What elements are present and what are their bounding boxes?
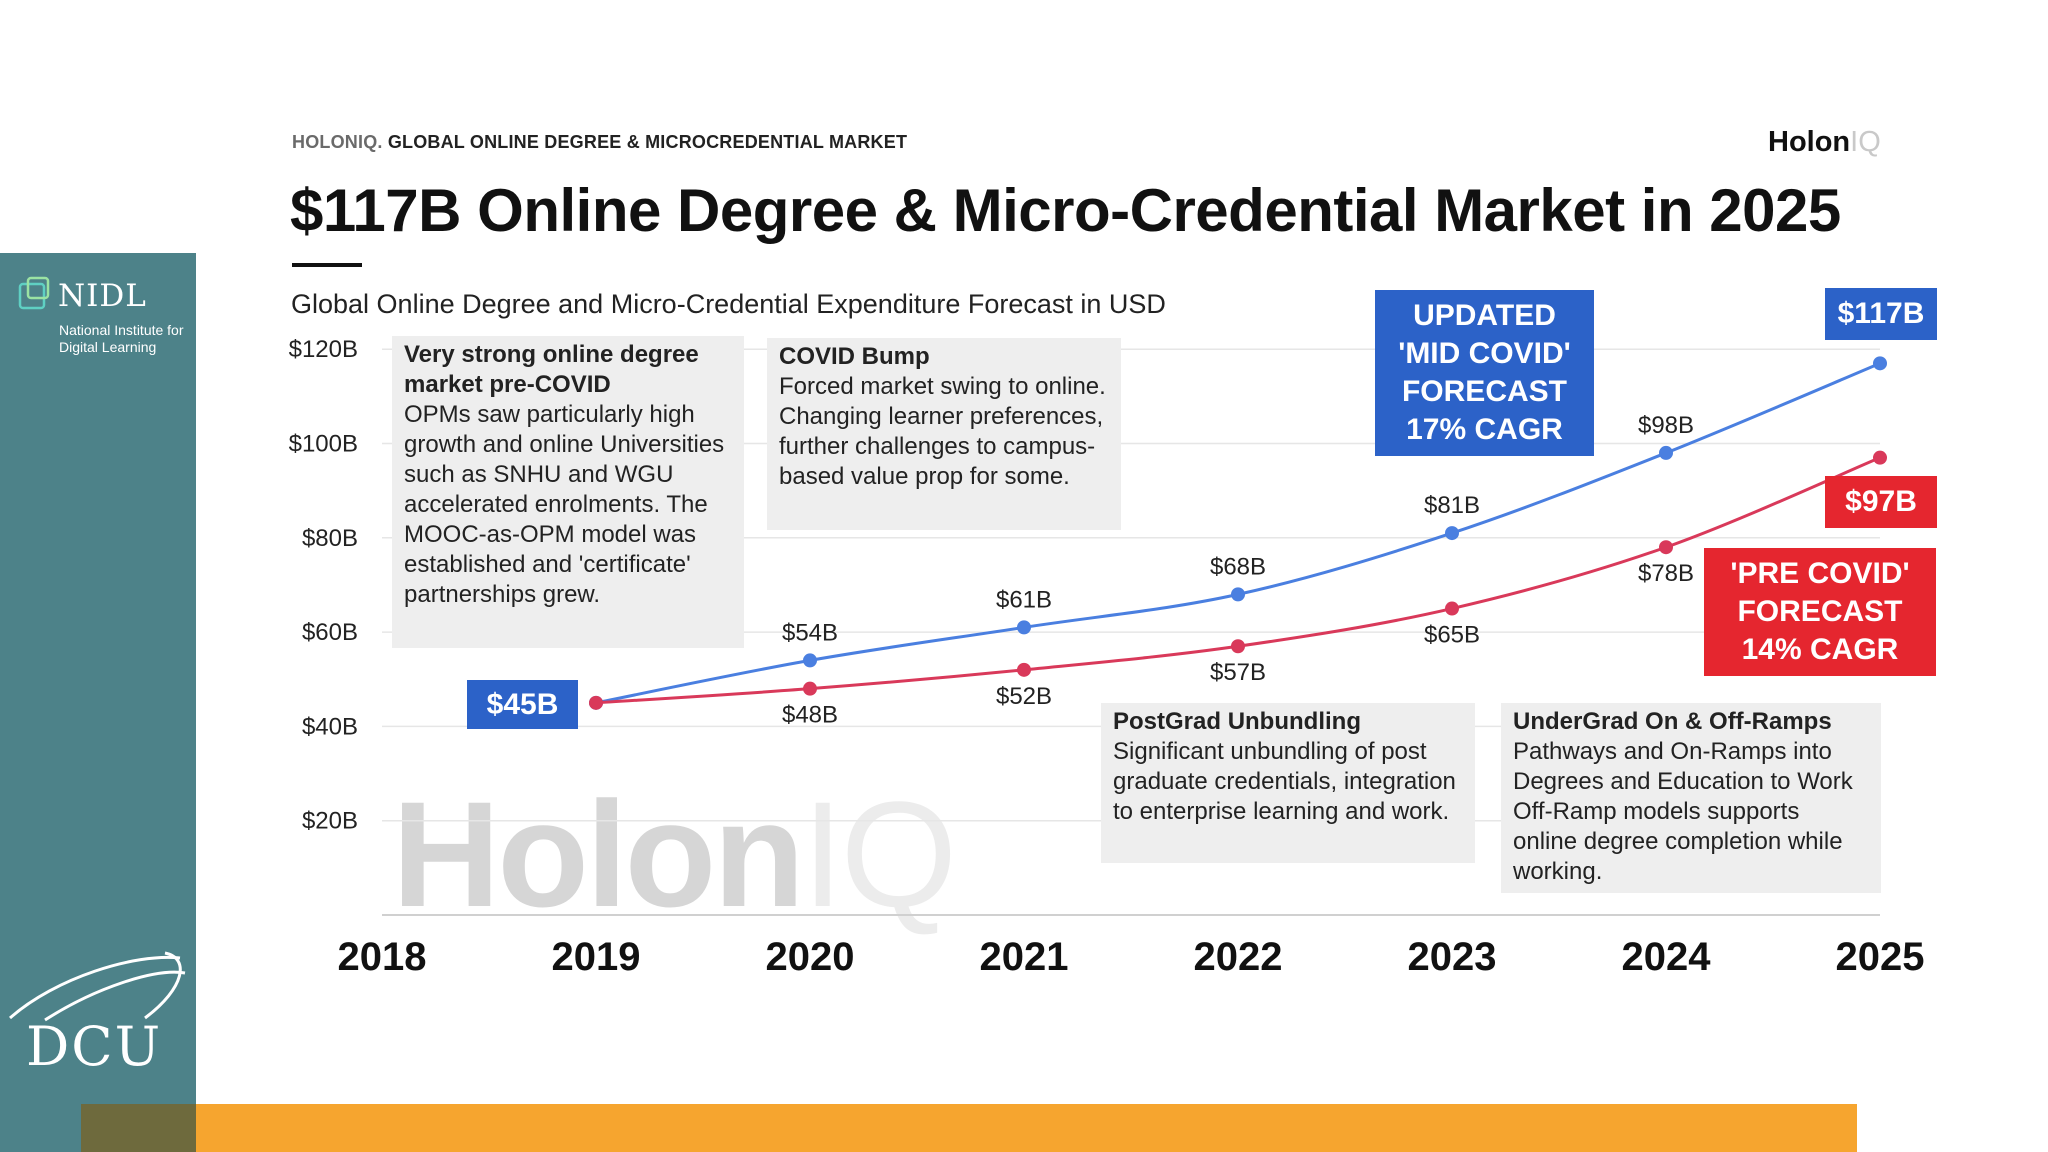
data-point-mid-covid bbox=[803, 653, 817, 668]
data-point-pre-covid bbox=[1231, 639, 1245, 654]
callout-updated-text: UPDATED 'MID COVID' FORECAST 17% CAGR bbox=[1398, 299, 1571, 446]
callout-updated-forecast: UPDATED 'MID COVID' FORECAST 17% CAGR bbox=[1375, 290, 1594, 456]
data-point-mid-covid bbox=[1873, 356, 1887, 371]
note-covid-body: Forced market swing to online. Changing … bbox=[779, 373, 1106, 490]
note-postgrad: PostGrad Unbundling Significant unbundli… bbox=[1101, 703, 1475, 863]
data-point-mid-covid bbox=[1659, 445, 1673, 460]
holoniq-watermark: HolonIQ bbox=[392, 768, 957, 941]
nidl-name: NIDL bbox=[58, 278, 147, 314]
data-label: $78B bbox=[1638, 560, 1694, 587]
callout-precovid-forecast: 'PRE COVID' FORECAST 14% CAGR bbox=[1704, 548, 1936, 676]
watermark-iq: IQ bbox=[801, 770, 957, 938]
y-tick-label: $40B bbox=[302, 713, 358, 740]
note-undergrad-body: Pathways and On-Ramps into Degrees and E… bbox=[1513, 738, 1853, 885]
bottom-accent-bar bbox=[196, 1104, 1857, 1152]
data-point-pre-covid bbox=[1445, 601, 1459, 616]
callout-precovid-text: 'PRE COVID' FORECAST 14% CAGR bbox=[1730, 557, 1910, 666]
holoniq-logo: HolonIQ bbox=[1768, 126, 1881, 159]
callout-end-red-text: $97B bbox=[1845, 485, 1917, 518]
brand-line: HOLONIQ. GLOBAL ONLINE DEGREE & MICROCRE… bbox=[292, 132, 907, 153]
data-point-pre-covid bbox=[1873, 450, 1887, 465]
nidl-logo-icon bbox=[18, 276, 50, 310]
callout-end-blue-text: $117B bbox=[1837, 297, 1925, 330]
callout-start-value: $45B bbox=[467, 680, 578, 729]
data-label: $54B bbox=[782, 619, 838, 646]
data-label: $98B bbox=[1638, 412, 1694, 439]
y-tick-label: $20B bbox=[302, 808, 358, 835]
dcu-name: DCU bbox=[26, 1015, 163, 1078]
note-covid-title: COVID Bump bbox=[779, 343, 930, 370]
callout-end-red: $97B bbox=[1825, 476, 1937, 528]
callout-start-text: $45B bbox=[486, 687, 559, 721]
data-point-pre-covid bbox=[589, 695, 603, 710]
x-tick-label: 2020 bbox=[766, 935, 855, 979]
page-title: $117B Online Degree & Micro-Credential M… bbox=[290, 177, 1841, 244]
y-tick-label: $80B bbox=[302, 525, 358, 552]
note-postgrad-title: PostGrad Unbundling bbox=[1113, 708, 1361, 735]
data-point-mid-covid bbox=[1445, 526, 1459, 541]
note-postgrad-body: Significant unbundling of post graduate … bbox=[1113, 738, 1456, 825]
watermark-main: Holon bbox=[392, 770, 805, 938]
x-tick-label: 2022 bbox=[1194, 935, 1283, 979]
x-tick-label: 2024 bbox=[1622, 935, 1712, 979]
data-label: $65B bbox=[1424, 622, 1480, 649]
title-rule bbox=[292, 263, 362, 267]
logo-main: Holon bbox=[1768, 126, 1851, 158]
y-tick-label: $120B bbox=[289, 336, 358, 363]
logo-iq: IQ bbox=[1850, 126, 1881, 158]
chart-subtitle: Global Online Degree and Micro-Credentia… bbox=[291, 289, 1166, 319]
data-point-pre-covid bbox=[1017, 662, 1031, 677]
data-label: $81B bbox=[1424, 492, 1480, 519]
note-undergrad: UnderGrad On & Off-Ramps Pathways and On… bbox=[1501, 703, 1881, 893]
x-tick-label: 2023 bbox=[1408, 935, 1497, 979]
data-label: $48B bbox=[782, 702, 838, 729]
note-precovid-body: OPMs saw particularly high growth and on… bbox=[404, 401, 725, 608]
nidl-subtitle: National Institute for Digital Learning bbox=[59, 322, 184, 355]
data-point-pre-covid bbox=[1659, 540, 1673, 555]
data-point-mid-covid bbox=[1231, 587, 1245, 602]
x-tick-label: 2018 bbox=[338, 935, 427, 979]
data-point-mid-covid bbox=[1017, 620, 1031, 635]
dcu-swoosh-icon bbox=[9, 951, 186, 1022]
data-point-pre-covid bbox=[803, 681, 817, 696]
data-label: $61B bbox=[996, 586, 1052, 613]
brand-label: GLOBAL ONLINE DEGREE & MICROCREDENTIAL M… bbox=[387, 132, 908, 152]
callout-end-blue: $117B bbox=[1825, 288, 1937, 340]
data-label: $57B bbox=[1210, 659, 1266, 686]
note-covid: COVID Bump Forced market swing to online… bbox=[767, 338, 1121, 530]
bottom-bar-dark bbox=[81, 1104, 196, 1152]
note-precovid: Very strong online degree market pre-COV… bbox=[392, 336, 744, 648]
note-precovid-title: Very strong online degree market pre-COV… bbox=[404, 341, 699, 398]
x-tick-label: 2021 bbox=[980, 935, 1069, 979]
note-undergrad-title: UnderGrad On & Off-Ramps bbox=[1513, 708, 1832, 735]
data-label: $68B bbox=[1210, 553, 1266, 580]
x-tick-label: 2019 bbox=[552, 935, 641, 979]
x-tick-label: 2025 bbox=[1836, 935, 1925, 979]
data-label: $52B bbox=[996, 683, 1052, 710]
y-tick-label: $100B bbox=[289, 431, 358, 458]
brand-prefix: HOLONIQ. bbox=[292, 132, 383, 152]
y-tick-label: $60B bbox=[302, 619, 358, 646]
